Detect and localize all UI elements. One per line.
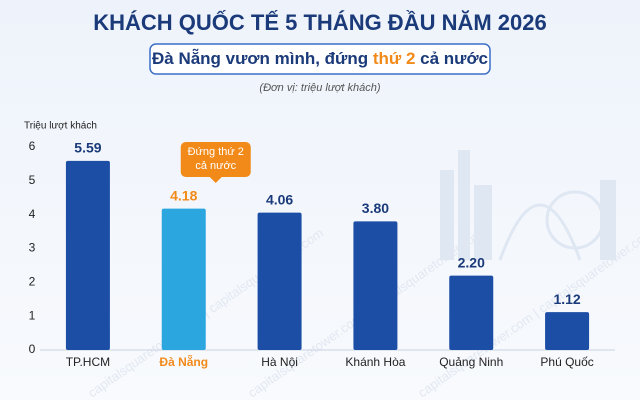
x-tick-label: Đà Nẵng	[159, 354, 208, 369]
value-label: 4.06	[266, 191, 293, 207]
subtitle: Đà Nẵng vươn mình, đứng thứ 2 cả nước	[152, 48, 488, 68]
value-label: 4.18	[170, 187, 197, 203]
annotation-bubble	[180, 142, 251, 183]
y-tick-label: 5	[29, 173, 36, 187]
skyline	[440, 150, 616, 261]
y-axis-label: Triệu lượt khách	[24, 121, 97, 132]
unit-note: (Đơn vị: triệu lượt khách)	[259, 82, 380, 94]
annotation-text: Đứng thứ 2	[188, 146, 244, 158]
subtitle-part: thứ 2	[373, 49, 416, 68]
bar	[353, 221, 398, 350]
value-label: 3.80	[362, 200, 389, 216]
y-tick-label: 1	[29, 308, 36, 322]
bar	[257, 212, 302, 350]
value-label: 1.12	[553, 291, 580, 307]
bar	[449, 275, 494, 350]
value-label: 5.59	[74, 140, 101, 156]
subtitle-part: Đà Nẵng vươn mình, đứng	[152, 48, 373, 68]
x-tick-label: Quảng Ninh	[439, 355, 503, 369]
bar	[161, 208, 206, 350]
y-tick-label: 6	[29, 139, 36, 153]
x-tick-label: Phú Quốc	[540, 355, 593, 369]
bar	[545, 312, 590, 350]
bar	[65, 160, 110, 350]
y-tick-label: 3	[29, 241, 36, 255]
x-tick-label: Hà Nội	[261, 355, 298, 369]
subtitle-box	[149, 43, 491, 75]
chart-title: KHÁCH QUỐC TẾ 5 THÁNG ĐẦU NĂM 2026	[93, 9, 547, 35]
y-tick-label: 2	[29, 275, 36, 289]
value-label: 2.20	[458, 254, 485, 270]
y-tick-label: 0	[29, 342, 36, 356]
y-tick-label: 4	[29, 207, 36, 221]
x-tick-label: TP.HCM	[66, 355, 110, 369]
x-tick-label: Khánh Hòa	[345, 355, 405, 369]
annotation-text: cả nước	[195, 160, 236, 172]
subtitle-part: cả nước	[415, 49, 488, 68]
